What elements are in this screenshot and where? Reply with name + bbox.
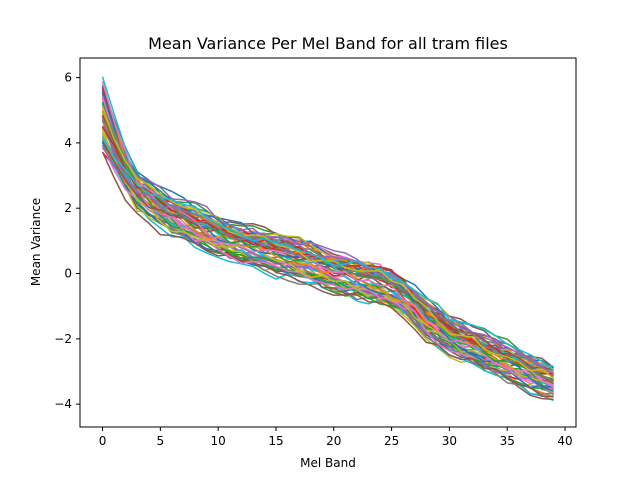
y-tick-label: 6 (64, 71, 72, 85)
x-tick-label: 0 (99, 434, 107, 448)
y-tick-label: 4 (64, 136, 72, 150)
plot-frame (79, 57, 577, 428)
chart-title: Mean Variance Per Mel Band for all tram … (148, 34, 508, 53)
series-line (101, 140, 554, 385)
x-tick-label: 30 (442, 434, 457, 448)
series-line (101, 135, 554, 371)
x-axis-label: Mel Band (300, 456, 356, 470)
x-axis-ticks: 0 5 10 15 20 25 30 35 40 (99, 427, 573, 448)
y-tick-label: −2 (54, 332, 72, 346)
series-line (101, 106, 554, 380)
y-tick-label: −4 (54, 397, 72, 411)
y-tick-label: 0 (64, 267, 72, 281)
y-tick-label: 2 (64, 201, 72, 215)
series-line (101, 92, 554, 375)
x-tick-label: 20 (326, 434, 341, 448)
x-tick-label: 25 (384, 434, 399, 448)
x-tick-label: 15 (268, 434, 283, 448)
series-line (101, 126, 554, 385)
series-line (101, 151, 554, 398)
x-tick-label: 10 (211, 434, 226, 448)
series-line (101, 144, 554, 375)
x-tick-label: 35 (500, 434, 515, 448)
x-tick-label: 5 (157, 434, 165, 448)
y-axis-label: Mean Variance (29, 198, 43, 286)
y-axis-ticks: −4 −2 0 2 4 6 (54, 71, 80, 411)
series-lines (101, 76, 555, 402)
x-tick-label: 40 (557, 434, 572, 448)
